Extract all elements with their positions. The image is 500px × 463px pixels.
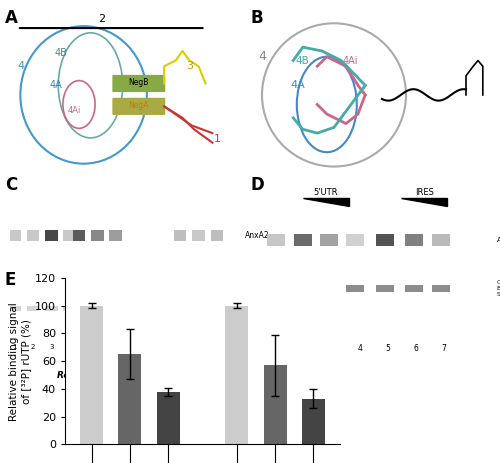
Text: NA: NA [175, 344, 185, 350]
Bar [210, 306, 223, 312]
Bar [346, 234, 364, 245]
Bar [192, 230, 205, 241]
Bar [267, 234, 285, 245]
Bar [45, 230, 58, 241]
Bar [302, 399, 324, 444]
Bar [192, 306, 205, 312]
Text: 4: 4 [258, 50, 266, 63]
Text: 1: 1 [214, 134, 220, 144]
FancyBboxPatch shape [112, 98, 166, 115]
Bar [80, 306, 103, 444]
Text: 7: 7 [442, 344, 446, 353]
Bar [320, 234, 338, 245]
Bar [8, 306, 21, 312]
Text: 4: 4 [358, 344, 362, 353]
Text: D: D [250, 176, 264, 194]
Bar [405, 285, 423, 292]
Text: 3: 3 [186, 61, 193, 71]
Bar [26, 230, 39, 241]
Text: AnxA2: AnxA2 [244, 231, 269, 240]
Text: 4Ai: 4Ai [128, 344, 140, 350]
Text: NegA: NegA [128, 101, 149, 110]
Bar [267, 285, 285, 292]
Bar [156, 392, 180, 444]
Text: NB: NB [194, 344, 203, 350]
Text: 4Ai: 4Ai [343, 56, 358, 66]
Bar [64, 230, 76, 241]
Text: 4B: 4B [296, 56, 310, 66]
Bar [405, 234, 423, 245]
Bar [26, 306, 39, 312]
Text: 3: 3 [330, 344, 334, 353]
Bar [118, 354, 142, 444]
Text: 1: 1 [274, 344, 279, 353]
Text: 1: 1 [12, 344, 17, 350]
Bar [64, 306, 76, 312]
Text: IRES: IRES [415, 188, 434, 197]
Y-axis label: Relative binding signal
of [³²P] rUTP (%): Relative binding signal of [³²P] rUTP (%… [9, 302, 30, 420]
Bar [210, 230, 223, 241]
Bar [376, 234, 394, 245]
Bar [174, 230, 186, 241]
Bar [45, 306, 58, 312]
Text: 4A: 4A [93, 344, 102, 350]
Bar [294, 285, 312, 292]
Text: C: C [5, 176, 17, 194]
FancyBboxPatch shape [112, 75, 166, 92]
Text: NA
+NB: NA +NB [209, 344, 225, 357]
Text: 5'UTR: 5'UTR [314, 188, 338, 197]
Text: 3: 3 [49, 344, 54, 350]
Polygon shape [402, 198, 448, 206]
Text: 4B: 4B [54, 48, 67, 58]
Bar [264, 365, 286, 444]
Bar [294, 234, 312, 245]
Text: 4: 4 [18, 61, 25, 71]
Text: 4A: 4A [290, 81, 306, 90]
Text: 6: 6 [414, 344, 418, 353]
Text: NegB: NegB [128, 78, 149, 87]
Bar [8, 230, 21, 241]
Bar [174, 306, 186, 312]
Bar [226, 306, 248, 444]
Text: 2: 2 [68, 344, 72, 350]
Text: 5: 5 [386, 344, 390, 353]
Text: 4A: 4A [50, 81, 62, 90]
Bar [72, 230, 85, 241]
Text: AnxA2: AnxA2 [496, 237, 500, 243]
Bar [110, 306, 122, 312]
Text: Region of c-myc 5'UTR: Region of c-myc 5'UTR [57, 371, 170, 381]
Text: A: A [5, 9, 18, 27]
Text: E: E [5, 271, 16, 289]
Text: 2: 2 [98, 14, 105, 24]
Bar [346, 285, 364, 292]
Text: 4Ai: 4Ai [68, 106, 81, 115]
Bar [91, 306, 104, 312]
Text: 4B: 4B [111, 344, 120, 350]
Polygon shape [302, 198, 348, 206]
Bar [432, 285, 450, 292]
Text: 4: 4 [77, 344, 81, 350]
Bar [376, 285, 394, 292]
Bar [72, 306, 85, 312]
Text: 2: 2 [31, 344, 35, 350]
Text: Coomassie
Brilliant Blue
Staining: Coomassie Brilliant Blue Staining [244, 300, 284, 317]
Bar [320, 285, 338, 292]
Bar [110, 230, 122, 241]
Text: Coomassie
Brilliant Blue
Staining: Coomassie Brilliant Blue Staining [496, 281, 500, 297]
Bar [432, 234, 450, 245]
Bar [91, 230, 104, 241]
Text: 2: 2 [302, 344, 306, 353]
Text: B: B [250, 9, 262, 27]
